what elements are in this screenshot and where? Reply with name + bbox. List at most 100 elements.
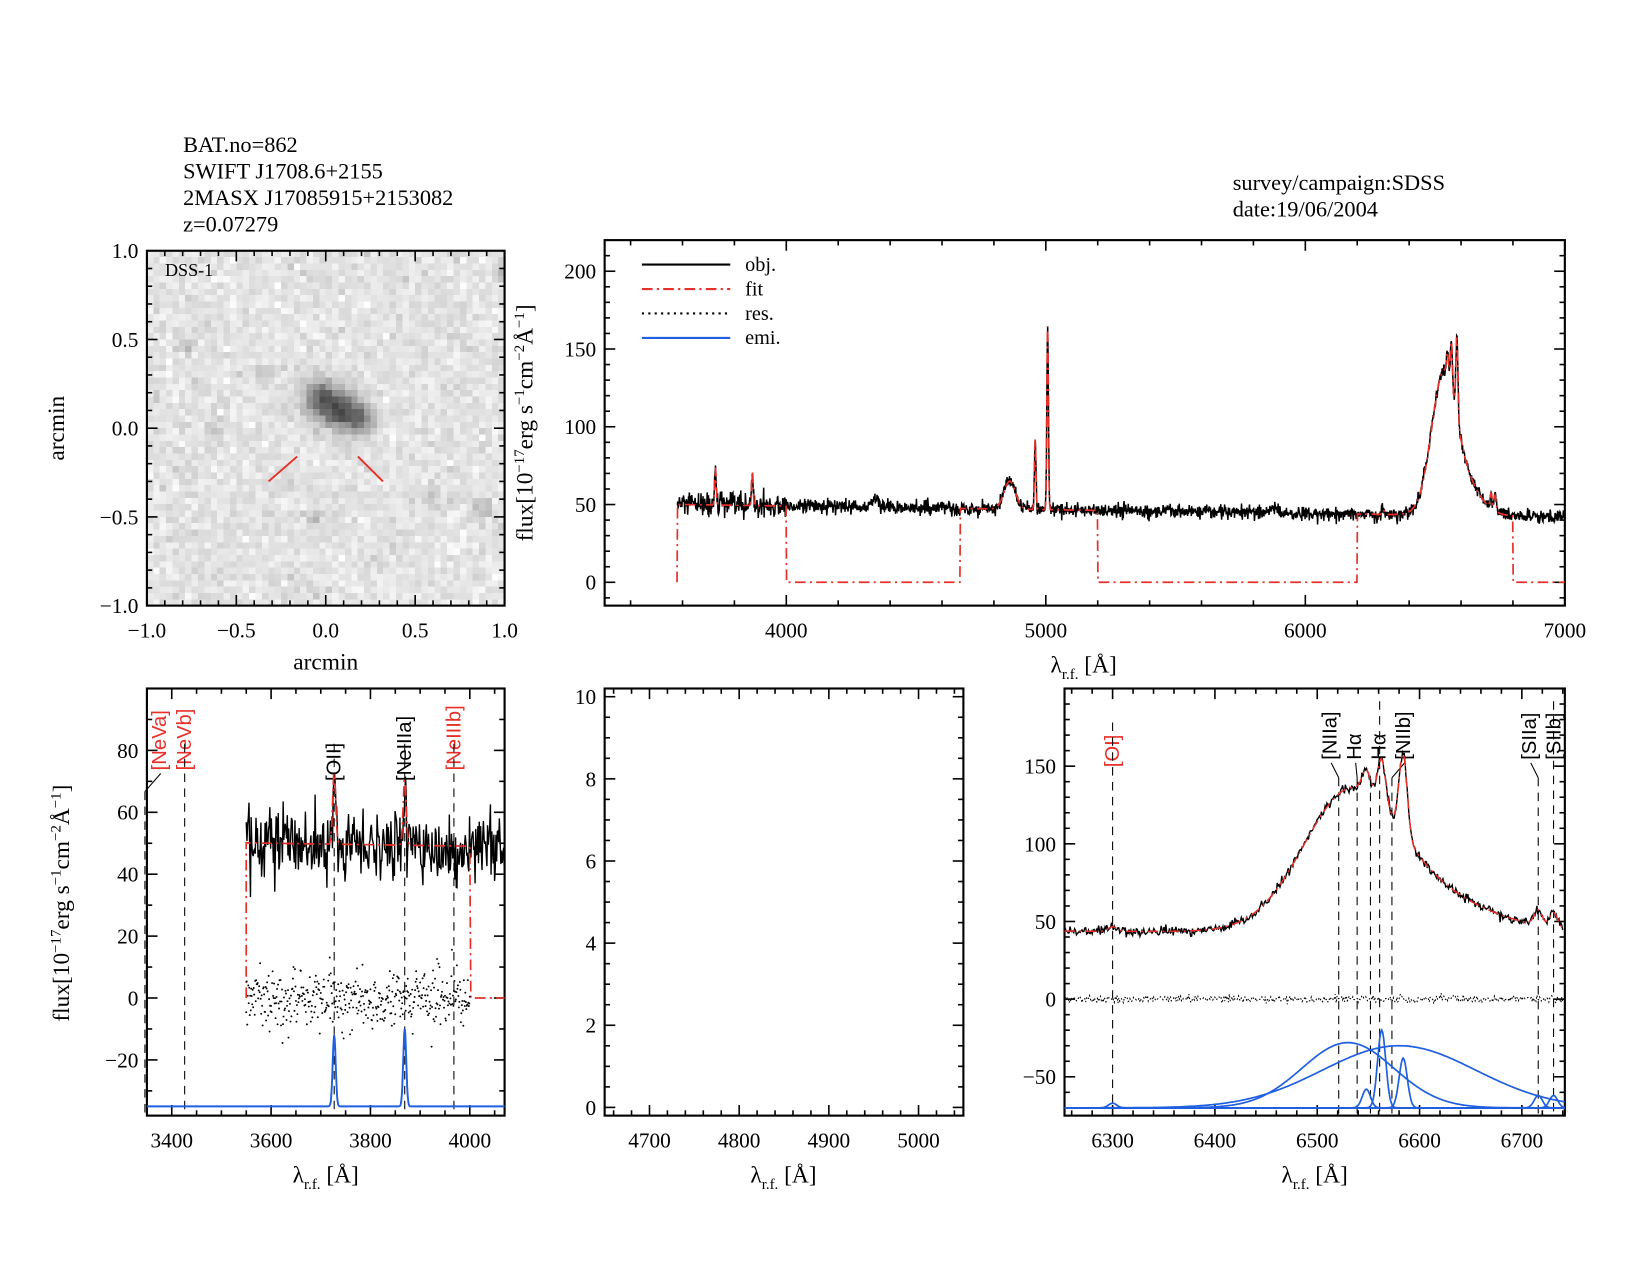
residual-point [432,1018,435,1021]
residual-point [445,1019,447,1022]
residual-point [284,989,287,992]
residual-point [461,1009,464,1012]
residual-point [391,977,394,980]
residual-point [452,1004,455,1007]
residual-point [456,984,459,987]
residual-point [361,990,363,993]
residual-point [369,988,372,991]
residual-point [433,986,435,989]
residual-point [369,1001,372,1004]
lambda-symbol: λ [1282,1163,1294,1189]
residual-point [300,995,303,997]
residual-point [459,1021,462,1024]
residual-point [325,1006,328,1009]
residual-point [246,1023,249,1026]
lambda-symbol: λ [750,1163,762,1189]
residual-point [316,980,319,983]
line-label: [SIIb] [1544,713,1566,760]
residual-point [267,1014,270,1017]
legend-label: fit [745,278,763,300]
residual-point [442,996,445,998]
x-tick-label: 4000 [449,1129,492,1153]
x-tick-label: 6000 [1284,619,1327,643]
y-tick-label: −0.5 [100,505,139,529]
residual-point [416,987,419,990]
label-part: Å [512,328,538,345]
rf-subscript: r.f. [762,1177,779,1193]
label-part: flux[10 [512,473,538,542]
y-tick-label: 0 [128,986,139,1010]
fit-spectrum [676,326,1565,584]
emission-component [1064,1102,1565,1109]
label-leader-line [144,773,162,792]
residual-point [351,993,354,996]
residual-point [413,1001,416,1004]
residual-point [455,964,458,967]
y-tick-label: 150 [1024,755,1056,779]
residual-point [334,1000,337,1003]
residual-point [292,966,295,968]
legend-label: emi. [745,327,780,349]
residual-point [281,988,283,991]
residual-point [430,1045,433,1048]
residual-point [352,1006,355,1009]
y-tick-label: −20 [105,1048,138,1072]
residual-point [397,977,400,980]
residual-point [266,990,269,993]
residual-point [263,993,266,996]
angstrom-unit: [Å] [321,1163,359,1189]
emission-component [1064,1044,1565,1109]
residual-point [321,1012,324,1014]
residual-point [364,989,367,992]
residual-point [249,1009,252,1012]
residual-point [351,1029,354,1032]
residual-point [443,999,446,1002]
residual-point [272,994,275,997]
residual-point [427,985,430,988]
residual-point [302,993,305,996]
residual-point [344,1008,347,1011]
residual-point [274,1017,277,1020]
residual-point [370,1019,373,1022]
label-leader-line [1330,762,1340,778]
residual-point [277,983,280,986]
residual-point [419,981,422,984]
residual-point [257,989,260,992]
residual-point [426,1010,429,1013]
residual-point [245,980,248,983]
residual-point [434,1007,437,1010]
residual-point [410,1015,413,1018]
residual-point [346,1011,349,1014]
residual-point [422,1005,425,1008]
residual-point [270,1004,273,1007]
residual-point [425,988,428,991]
top-axes [603,239,1566,607]
residual-point [426,994,429,997]
legend-label: obj. [745,254,776,276]
residual-point [251,1003,254,1006]
residual-point [247,984,250,987]
residual-point [440,994,443,997]
residual-point [342,1037,345,1040]
residual-point [406,977,409,980]
residual-point [373,981,376,984]
residual-point [407,1011,410,1014]
residual-point [424,1005,427,1008]
redshift: z=0.07279 [183,212,278,237]
residual-point [386,996,389,999]
x-axis-label: λr.f. [Å] [1282,1163,1348,1193]
residual-point [437,962,440,965]
residual-point [306,989,309,992]
residual-point [400,996,403,999]
residual-point [467,1005,470,1007]
x-axis-label: λr.f. [Å] [293,1163,359,1193]
residual-point [368,1003,371,1006]
y-tick-label: 4 [585,932,596,956]
residual-point [423,973,426,976]
residual-point [461,999,464,1002]
residual-point [387,1001,390,1004]
residual-point [423,974,426,977]
residual-point [451,1003,454,1005]
fit-spectrum [245,773,505,999]
residual-point [246,994,249,997]
